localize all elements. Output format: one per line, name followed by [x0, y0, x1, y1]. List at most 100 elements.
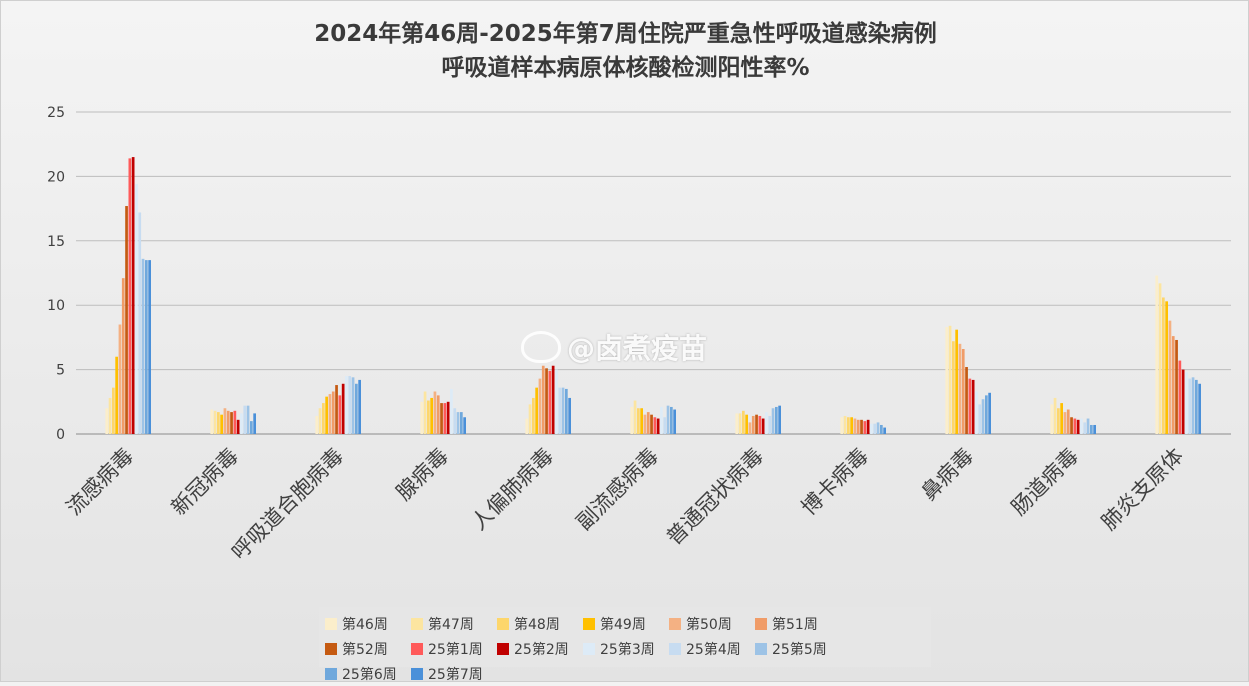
bar: [351, 377, 355, 434]
x-category-label: 新冠病毒: [167, 444, 243, 520]
bar: [637, 408, 640, 434]
bar: [548, 370, 552, 434]
bar: [1181, 369, 1185, 434]
bar: [430, 397, 433, 434]
bar: [975, 391, 978, 434]
bar: [633, 400, 637, 434]
bar: [738, 413, 742, 434]
legend-item: 第49周: [583, 611, 669, 636]
bar: [436, 395, 440, 434]
bar: [446, 401, 450, 434]
bar: [630, 406, 634, 434]
bar: [525, 418, 529, 434]
bar: [443, 403, 447, 434]
bar: [450, 388, 453, 434]
bar: [955, 329, 958, 434]
bar: [318, 408, 322, 434]
bar: [660, 406, 663, 434]
bar: [322, 403, 325, 434]
bar: [771, 408, 775, 434]
legend-label: 25第6周: [342, 666, 397, 683]
bar: [670, 406, 673, 434]
legend-swatch: [325, 667, 337, 680]
bar: [765, 412, 768, 434]
bar: [965, 367, 968, 434]
legend-item: 第47周: [411, 611, 497, 636]
legend-label: 25第2周: [514, 641, 569, 658]
bar: [538, 378, 542, 434]
bar: [952, 341, 955, 434]
bar: [883, 427, 886, 434]
bar: [1165, 301, 1168, 434]
y-tick-label: 5: [56, 363, 65, 379]
legend-swatch: [583, 617, 595, 630]
bar: [535, 387, 538, 434]
bar: [121, 278, 125, 434]
bar: [440, 403, 443, 434]
bar: [463, 417, 466, 434]
bar: [761, 418, 765, 434]
bar: [873, 423, 877, 434]
legend-swatch: [497, 617, 509, 630]
bar: [217, 412, 220, 434]
chart-title-line-1: 2024年第46周-2025年第7周住院严重急性呼吸道感染病例: [314, 21, 937, 47]
legend-label: 第51周: [772, 616, 818, 633]
bar: [545, 368, 548, 434]
legend-swatch: [411, 617, 423, 630]
bar: [148, 260, 151, 434]
bar: [1195, 379, 1198, 434]
bar: [880, 424, 883, 434]
bar: [460, 412, 463, 434]
bar: [968, 378, 972, 434]
legend-label: 25第7周: [428, 666, 483, 683]
bar: [945, 327, 949, 434]
bar: [528, 404, 532, 434]
bar: [328, 394, 332, 434]
bar: [331, 391, 335, 434]
bar: [876, 422, 880, 434]
legend-label: 第52周: [342, 641, 388, 658]
bar: [213, 410, 217, 434]
bar: [565, 388, 568, 434]
legend-label: 第47周: [428, 616, 474, 633]
bar: [656, 418, 660, 434]
bar: [338, 395, 342, 434]
bar: [345, 376, 348, 434]
bar: [355, 383, 358, 434]
bar: [223, 408, 227, 434]
bar: [755, 414, 758, 434]
bar: [663, 417, 667, 434]
legend-item: 25第1周: [411, 636, 497, 661]
y-tick-label: 15: [47, 234, 65, 250]
bar: [250, 421, 253, 434]
bar: [673, 409, 676, 434]
bar: [341, 383, 345, 434]
bar: [138, 212, 142, 434]
legend-label: 25第4周: [686, 641, 741, 658]
watermark-text: @卤煮疫苗: [567, 332, 708, 365]
bar: [1073, 418, 1077, 434]
bar: [666, 405, 670, 434]
legend-label: 第48周: [514, 616, 560, 633]
legend-swatch: [411, 667, 423, 680]
legend-label: 25第1周: [428, 641, 483, 658]
x-category-label: 肺炎支原体: [1097, 444, 1188, 535]
bar: [988, 392, 991, 434]
bar: [1093, 424, 1096, 434]
bar: [856, 419, 860, 434]
legend-item: 第48周: [497, 611, 583, 636]
legend-label: 第50周: [686, 616, 732, 633]
bar: [1171, 336, 1175, 434]
bar: [315, 415, 319, 434]
bar: [643, 414, 647, 434]
bar: [118, 324, 122, 434]
legend-item: 第50周: [669, 611, 755, 636]
bar: [840, 417, 844, 434]
bar: [948, 325, 952, 434]
legend-item: 25第4周: [669, 636, 755, 661]
legend-item: 25第2周: [497, 636, 583, 661]
bar: [863, 421, 867, 434]
bar: [220, 414, 223, 434]
legend-item: 25第5周: [755, 636, 841, 661]
